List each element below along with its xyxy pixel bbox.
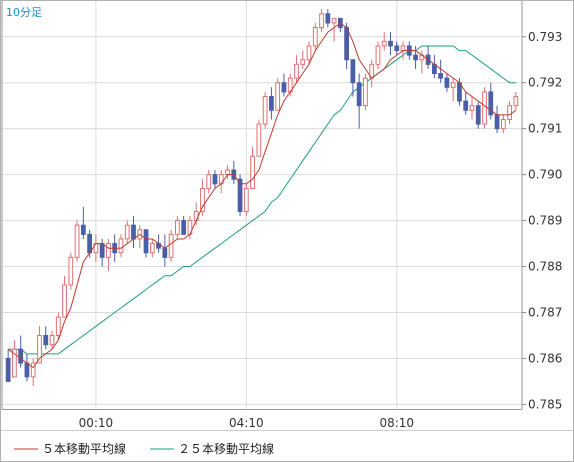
x-axis-labels: 00:10 04:10 08:10 <box>79 416 414 430</box>
candle-body <box>494 114 500 130</box>
candle-body <box>12 348 17 378</box>
x-tick-label: 04:10 <box>229 416 264 430</box>
grid <box>2 0 526 409</box>
candle-body <box>74 224 80 258</box>
candle-body <box>206 174 212 189</box>
candle-body <box>450 82 456 88</box>
candle-body <box>300 59 306 65</box>
candle-body <box>174 220 180 235</box>
ma25-layer <box>8 45 516 355</box>
y-tick-label: 0.789 <box>528 214 562 228</box>
ma25-line <box>8 45 516 355</box>
candle-body <box>30 362 36 378</box>
candle-body <box>212 174 218 185</box>
candle-body <box>444 77 450 88</box>
candle-body <box>49 334 55 346</box>
candle-body <box>200 187 205 212</box>
candle-body <box>262 96 268 125</box>
candle-body <box>99 243 105 258</box>
candle-body <box>124 224 130 240</box>
candle-body <box>237 178 243 212</box>
y-tick-label: 0.788 <box>528 260 562 274</box>
candle-body <box>118 238 124 254</box>
candle-body <box>143 229 149 254</box>
candle-body <box>149 243 155 254</box>
candle-body <box>162 247 168 258</box>
x-tick-label: 00:10 <box>79 416 114 430</box>
candle-body <box>37 334 42 364</box>
candle-body <box>131 224 136 240</box>
candle-body <box>513 96 519 107</box>
candle-body <box>181 220 187 235</box>
candle-body <box>5 357 11 382</box>
candle-body <box>62 284 67 318</box>
candle-body <box>331 17 337 24</box>
candle-body <box>463 100 469 111</box>
x-tick-label: 08:10 <box>379 416 414 430</box>
legend: ５本移動平均線 ２５本移動平均線 <box>14 441 274 456</box>
timeframe-label: 10分足 <box>6 6 42 19</box>
candle-body <box>375 45 381 65</box>
candle-body <box>488 91 494 116</box>
candle-body <box>168 233 174 258</box>
candle-body <box>250 155 255 189</box>
candle-body <box>294 63 299 79</box>
candle-body <box>475 105 481 125</box>
candle-body <box>80 224 86 235</box>
candle-body <box>438 73 444 79</box>
candle-body <box>243 187 249 212</box>
candle-body <box>507 105 512 120</box>
legend-label-ma25: ２５本移動平均線 <box>178 441 274 456</box>
candle-body <box>356 82 362 107</box>
candle-body <box>281 82 287 93</box>
candle-body <box>275 82 281 111</box>
candle-body <box>388 40 393 47</box>
candle-body <box>500 118 506 130</box>
candle-body <box>413 54 418 61</box>
candle-body <box>306 45 312 61</box>
candle-body <box>363 77 368 107</box>
candle-body <box>193 210 199 222</box>
candle-body <box>55 316 61 336</box>
candle-body <box>18 348 24 364</box>
y-tick-label: 0.791 <box>528 122 562 136</box>
candle-body <box>43 334 49 346</box>
candle-body <box>269 96 274 111</box>
candle-body <box>68 256 74 286</box>
candle-body <box>350 59 356 84</box>
y-tick-label: 0.790 <box>528 168 562 182</box>
y-tick-label: 0.793 <box>528 30 562 44</box>
candle-body <box>469 105 475 111</box>
candle-body <box>482 91 487 125</box>
ma5-layer <box>7 22 517 369</box>
candle-body <box>381 40 387 47</box>
candle-body <box>312 27 318 47</box>
candle-body <box>319 13 324 29</box>
y-tick-label: 0.785 <box>528 397 562 411</box>
y-tick-label: 0.792 <box>528 76 562 90</box>
candle-body <box>24 362 30 378</box>
y-axis-labels: 0.785 0.786 0.787 0.788 0.789 0.790 0.791 0.792… <box>528 30 562 412</box>
candle-body <box>256 123 262 157</box>
candle-body <box>106 243 111 258</box>
legend-label-ma5: ５本移動平均線 <box>42 441 126 456</box>
candle-body <box>400 45 406 52</box>
candle-body <box>225 169 230 176</box>
y-tick-label: 0.786 <box>528 351 562 365</box>
ma5-line <box>7 22 517 369</box>
candle-body <box>325 13 331 24</box>
y-tick-label: 0.787 <box>528 305 562 319</box>
candle-body <box>394 45 400 52</box>
candle-body <box>344 27 350 61</box>
candle-body <box>457 82 462 102</box>
